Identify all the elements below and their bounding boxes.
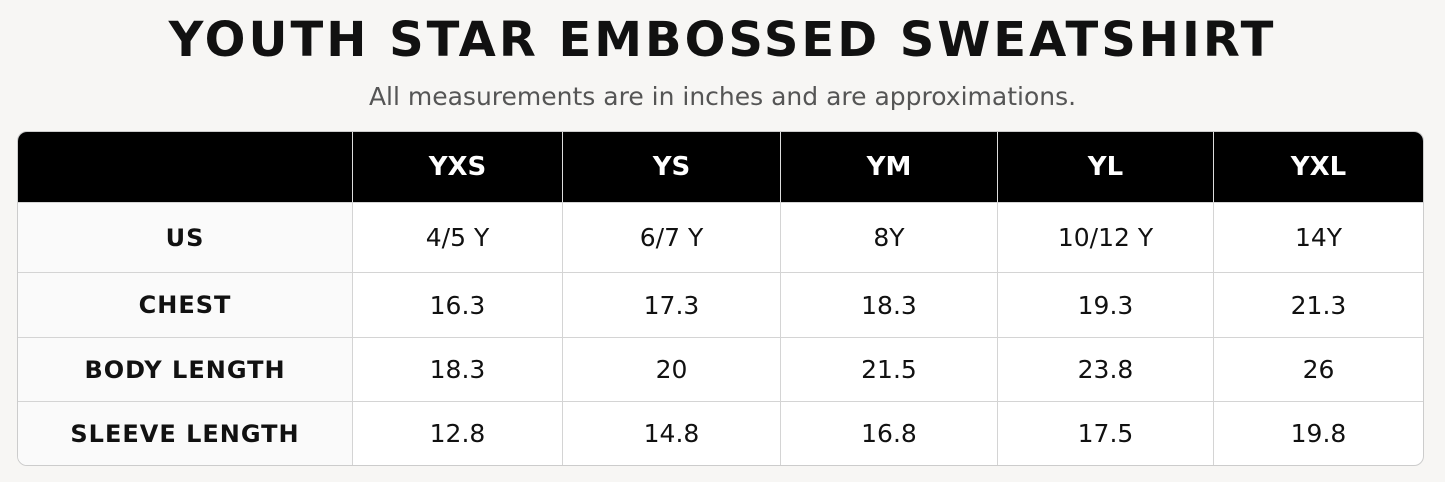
corner-cell — [18, 132, 352, 202]
cell: 21.3 — [1213, 272, 1423, 337]
table-row: BODY LENGTH 18.3 20 21.5 23.8 26 — [18, 337, 1423, 401]
table-row: SLEEVE LENGTH 12.8 14.8 16.8 17.5 19.8 — [18, 401, 1423, 465]
cell: 4/5 Y — [352, 202, 562, 272]
row-label: BODY LENGTH — [18, 337, 352, 401]
column-header: YS — [562, 132, 780, 202]
cell: 14Y — [1213, 202, 1423, 272]
row-label: SLEEVE LENGTH — [18, 401, 352, 465]
column-header: YM — [780, 132, 997, 202]
cell: 17.3 — [562, 272, 780, 337]
cell: 21.5 — [780, 337, 997, 401]
cell: 23.8 — [997, 337, 1213, 401]
cell: 14.8 — [562, 401, 780, 465]
cell: 17.5 — [997, 401, 1213, 465]
cell: 18.3 — [780, 272, 997, 337]
cell: 8Y — [780, 202, 997, 272]
cell: 10/12 Y — [997, 202, 1213, 272]
table-row: CHEST 16.3 17.3 18.3 19.3 21.3 — [18, 272, 1423, 337]
column-header: YXL — [1213, 132, 1423, 202]
cell: 19.3 — [997, 272, 1213, 337]
table-row: US 4/5 Y 6/7 Y 8Y 10/12 Y 14Y — [18, 202, 1423, 272]
cell: 19.8 — [1213, 401, 1423, 465]
row-label: CHEST — [18, 272, 352, 337]
size-table: YXS YS YM YL YXL US 4/5 Y 6/7 Y 8Y 10/12 Y 14Y CHE… — [17, 131, 1424, 466]
cell: 16.8 — [780, 401, 997, 465]
column-header: YL — [997, 132, 1213, 202]
column-header: YXS — [352, 132, 562, 202]
header-row: YXS YS YM YL YXL — [18, 132, 1423, 202]
cell: 26 — [1213, 337, 1423, 401]
title: YOUTH STAR EMBOSSED SWEATSHIRT — [168, 12, 1277, 68]
cell: 16.3 — [352, 272, 562, 337]
cell: 18.3 — [352, 337, 562, 401]
subtitle: All measurements are in inches and are a… — [368, 82, 1077, 111]
cell: 6/7 Y — [562, 202, 780, 272]
cell: 20 — [562, 337, 780, 401]
row-label: US — [18, 202, 352, 272]
cell: 12.8 — [352, 401, 562, 465]
